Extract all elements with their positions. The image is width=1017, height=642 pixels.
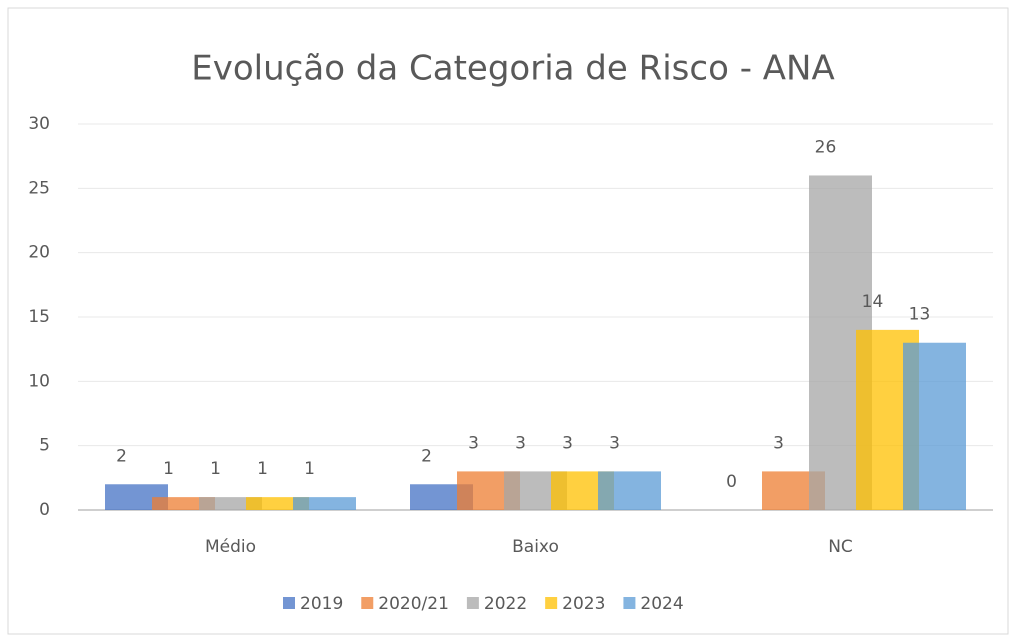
y-tick-label: 5 bbox=[39, 436, 50, 456]
data-label: 3 bbox=[562, 433, 573, 453]
bar bbox=[598, 471, 661, 510]
data-label: 3 bbox=[609, 433, 620, 453]
data-label: 26 bbox=[815, 137, 837, 157]
y-tick-label: 30 bbox=[28, 114, 50, 134]
legend-swatch bbox=[466, 597, 479, 609]
data-label: 2 bbox=[421, 446, 432, 466]
data-label: 1 bbox=[210, 459, 221, 479]
y-tick-label: 10 bbox=[28, 371, 50, 391]
bar bbox=[293, 497, 356, 510]
legend-label: 2022 bbox=[484, 594, 527, 614]
data-label: 3 bbox=[468, 433, 479, 453]
chart-title: Evolução da Categoria de Risco - ANA bbox=[191, 49, 834, 89]
data-label: 3 bbox=[773, 433, 784, 453]
x-tick-label: Baixo bbox=[512, 537, 559, 557]
y-tick-label: 25 bbox=[28, 178, 50, 198]
x-tick-label: NC bbox=[828, 537, 853, 557]
legend-swatch bbox=[283, 597, 295, 609]
data-label: 1 bbox=[163, 459, 174, 479]
legend-label: 2023 bbox=[562, 594, 605, 614]
data-label: 1 bbox=[257, 459, 268, 479]
x-tick-label: Médio bbox=[205, 537, 256, 557]
data-label: 14 bbox=[862, 292, 884, 312]
y-tick-label: 20 bbox=[28, 243, 50, 263]
y-tick-label: 0 bbox=[39, 500, 50, 520]
data-label: 1 bbox=[304, 459, 315, 479]
legend-swatch bbox=[361, 597, 374, 609]
bar bbox=[903, 342, 966, 510]
legend-label: 2020/21 bbox=[378, 594, 449, 614]
legend-swatch bbox=[545, 597, 558, 609]
legend-label: 2024 bbox=[640, 594, 683, 614]
legend-label: 2019 bbox=[300, 594, 343, 614]
data-label: 13 bbox=[909, 305, 931, 325]
y-tick-label: 15 bbox=[28, 307, 50, 327]
data-label: 3 bbox=[515, 433, 526, 453]
legend-swatch bbox=[623, 597, 636, 609]
data-label: 0 bbox=[726, 472, 737, 492]
data-label: 2 bbox=[116, 446, 127, 466]
